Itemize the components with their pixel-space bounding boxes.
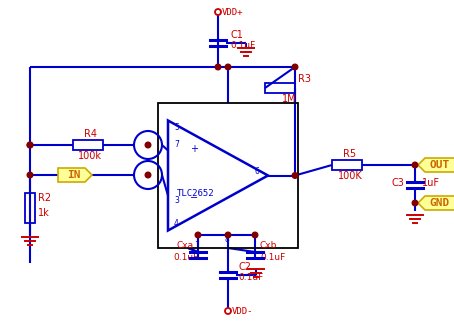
Text: 1k: 1k [38,208,50,218]
Text: 1uF: 1uF [422,178,440,188]
Polygon shape [418,158,454,172]
Circle shape [292,64,298,70]
Text: OUT: OUT [430,160,450,170]
Text: 5: 5 [174,123,179,132]
Text: 0.1uF: 0.1uF [173,253,198,262]
Text: 7: 7 [174,140,179,149]
Text: C1: C1 [230,30,243,40]
Bar [25,193,35,223]
Bar [332,160,362,170]
Polygon shape [58,168,92,182]
Bar [73,140,103,150]
Text: −: − [190,193,198,203]
Text: VDD+: VDD+ [222,7,243,16]
Circle shape [412,162,418,168]
Circle shape [145,172,151,178]
Text: Cxa: Cxa [176,241,193,249]
Circle shape [412,200,418,206]
Text: +: + [190,143,198,153]
Text: VDD-: VDD- [232,307,253,316]
Text: 8: 8 [224,235,229,245]
Text: 1: 1 [194,235,199,245]
Text: 100k: 100k [78,151,102,161]
Circle shape [225,64,231,70]
Text: 0.1uF: 0.1uF [230,40,255,49]
Text: 0.1uF: 0.1uF [260,253,285,262]
Text: R4: R4 [84,129,97,139]
Text: 6: 6 [254,167,259,176]
Text: 1M: 1M [282,94,296,104]
Text: R3: R3 [298,74,311,84]
Text: TLC2652: TLC2652 [177,189,215,198]
Circle shape [27,142,33,148]
Text: 3: 3 [174,196,179,205]
Circle shape [145,142,151,148]
Circle shape [27,142,33,148]
Text: R2: R2 [38,193,51,203]
Text: C2: C2 [238,262,251,272]
Circle shape [292,173,298,178]
Text: IN: IN [67,170,81,180]
Text: GND: GND [430,198,450,208]
Circle shape [27,172,33,178]
Text: Cxb: Cxb [260,241,277,249]
Circle shape [215,64,221,70]
Circle shape [195,232,201,238]
Bar [265,83,295,93]
Text: 100K: 100K [338,171,362,181]
Text: C3: C3 [391,178,404,188]
Text: 4: 4 [174,219,179,228]
Bar [158,103,298,248]
Text: 0.1uF: 0.1uF [238,273,263,282]
Circle shape [225,232,231,238]
Text: R5: R5 [343,149,356,159]
Polygon shape [418,196,454,210]
Circle shape [252,232,258,238]
